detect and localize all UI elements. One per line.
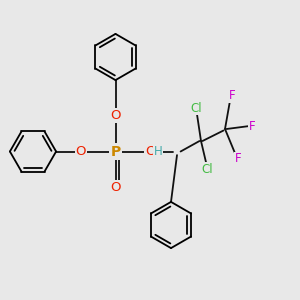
Text: F: F: [235, 152, 242, 166]
Text: O: O: [145, 145, 155, 158]
Text: H: H: [154, 145, 163, 158]
Text: O: O: [76, 145, 86, 158]
Text: F: F: [249, 119, 255, 133]
Text: O: O: [110, 181, 121, 194]
Text: Cl: Cl: [191, 101, 202, 115]
Text: O: O: [110, 109, 121, 122]
Text: Cl: Cl: [201, 163, 213, 176]
Text: F: F: [229, 89, 236, 103]
Text: P: P: [110, 145, 121, 158]
